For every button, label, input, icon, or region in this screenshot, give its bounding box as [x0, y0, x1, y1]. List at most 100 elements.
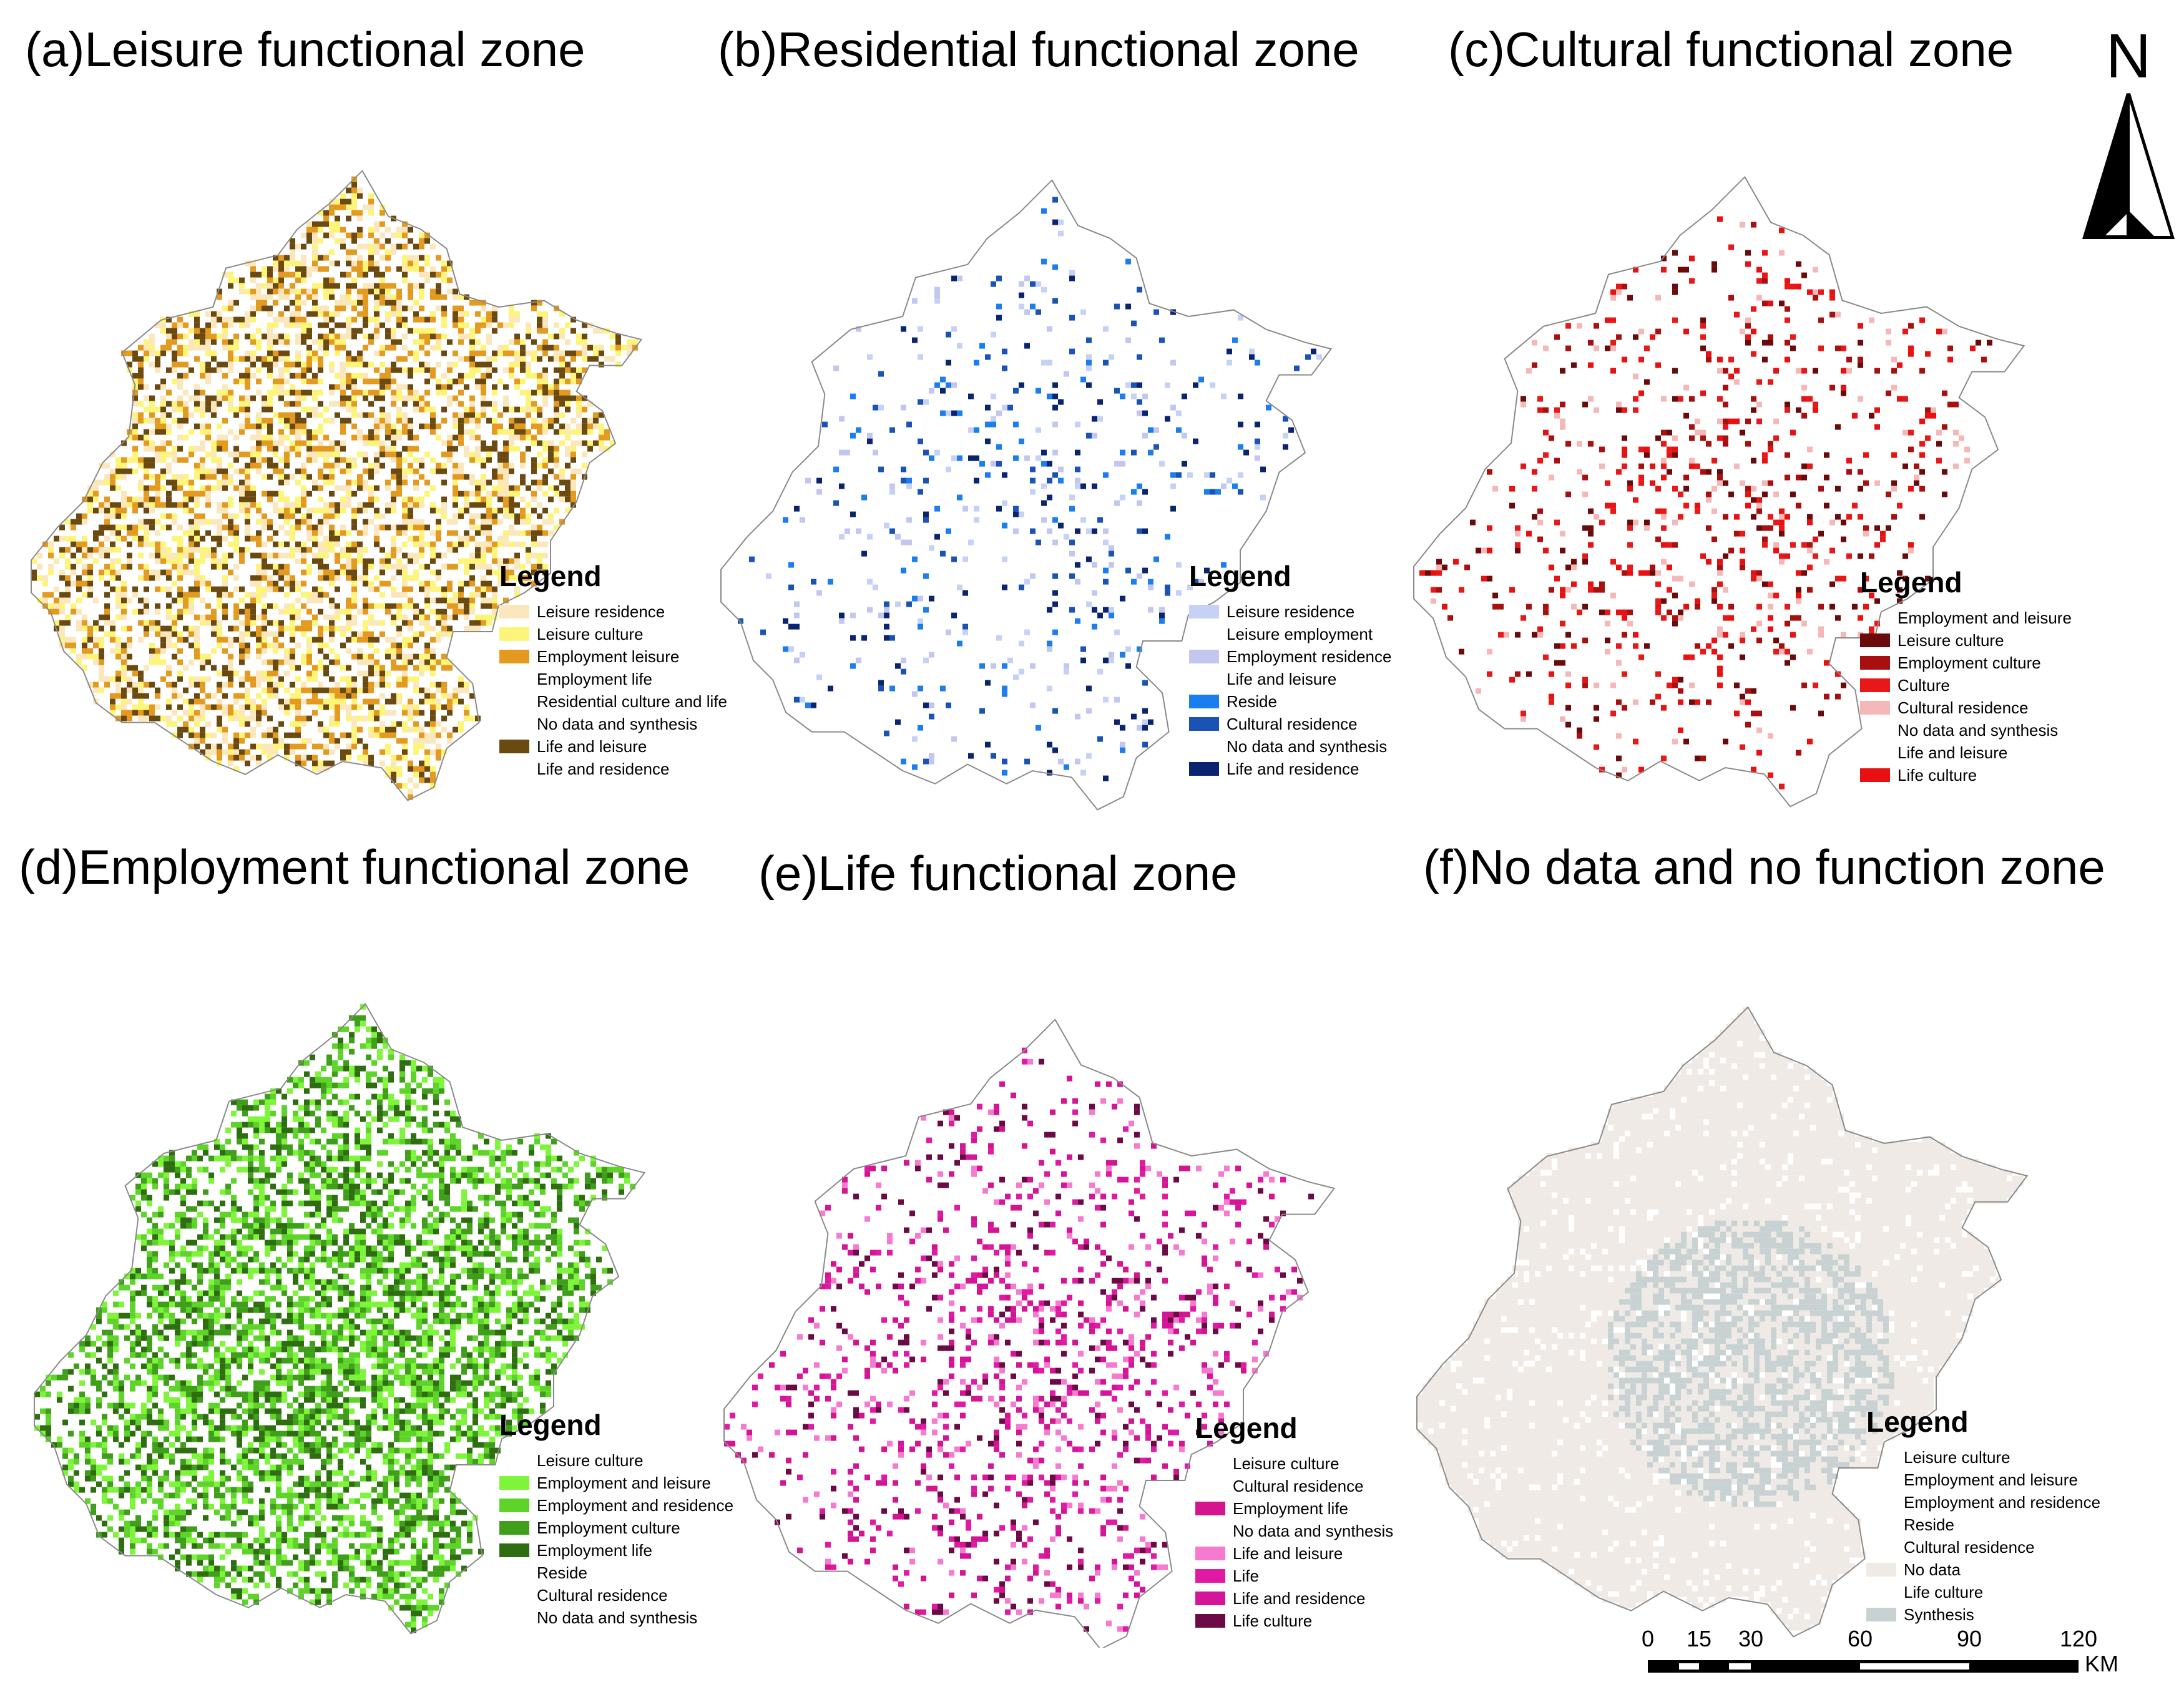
legend-label: Reside: [1227, 692, 1277, 711]
legend-title: Legend: [499, 560, 602, 592]
legend-swatch: [1866, 1563, 1896, 1577]
legend-swatch: [1866, 1540, 1896, 1554]
legend-label: Life and leisure: [1227, 669, 1337, 688]
legend-item: Reside: [499, 1562, 733, 1584]
scale-bar: 0 15 30 60 90 120 KM: [1623, 1626, 2122, 1682]
legend-label: Employment and leisure: [1904, 1470, 2078, 1489]
map-cells: [738, 197, 1322, 781]
scale-unit: KM: [2085, 1651, 2118, 1676]
legend-label: Cultural residence: [537, 1585, 668, 1605]
legend-item: Employment culture: [499, 1517, 733, 1539]
legend-item: Employment and leisure: [1860, 607, 2072, 629]
legend-item: Employment life: [499, 1539, 733, 1562]
scale-tick-label: 0: [1641, 1626, 1655, 1651]
legend-list: Employment and leisure Leisure culture Emp…: [1860, 607, 2072, 786]
beijing-boundary: [720, 178, 1333, 811]
legend-item: Life: [1195, 1565, 1393, 1587]
north-arrow: N: [2079, 25, 2178, 250]
legend-item: Life and leisure: [499, 735, 727, 758]
legend-label: No data and synthesis: [537, 1608, 698, 1627]
legend-label: Life and residence: [537, 759, 670, 778]
legend: Legend Leisure residence Leisure employme…: [1189, 562, 1391, 780]
beijing-boundary: [34, 1002, 646, 1635]
legend-swatch: [1189, 605, 1219, 619]
scale-tick-label: 15: [1686, 1626, 1712, 1651]
legend-label: Life culture: [1898, 765, 1977, 785]
legend-swatch: [499, 1543, 529, 1557]
legend-swatch: [1860, 611, 1890, 625]
legend-item: Leisure culture: [1195, 1452, 1393, 1475]
legend-swatch: [1189, 740, 1219, 753]
legend-item: Reside: [1189, 690, 1391, 713]
legend-item: No data and synthesis: [499, 713, 727, 735]
legend-item: Employment residence: [1189, 645, 1391, 668]
legend-label: Employment and leisure: [537, 1473, 711, 1492]
legend-list: Leisure residence Leisure culture Employme…: [499, 600, 727, 780]
legend-label: Life and leisure: [1233, 1543, 1343, 1563]
legend-swatch: [1195, 1614, 1225, 1628]
scale-tick-label: 90: [1956, 1626, 1982, 1651]
legend-swatch: [1189, 695, 1219, 708]
legend-label: Cultural residence: [1233, 1476, 1364, 1495]
legend-label: Leisure culture: [1898, 630, 2004, 650]
legend-label: Life and leisure: [537, 736, 647, 756]
legend-label: Cultural residence: [1898, 698, 2029, 717]
legend-item: Life and leisure: [1195, 1542, 1393, 1565]
legend-item: Life and residence: [499, 758, 727, 780]
legend-label: Employment and leisure: [1898, 608, 2072, 627]
legend-swatch: [1860, 746, 1890, 760]
legend-item: No data and synthesis: [1189, 735, 1391, 758]
legend-item: Life culture: [1860, 764, 2072, 786]
legend-item: Cultural residence: [1189, 713, 1391, 735]
legend-item: Cultural residence: [1860, 697, 2072, 719]
legend-label: No data and synthesis: [537, 714, 698, 733]
legend-label: Life: [1233, 1566, 1259, 1585]
legend: Legend Leisure culture Cultural residence…: [1195, 1414, 1393, 1632]
legend-label: Culture: [1898, 675, 1950, 695]
legend-list: Leisure culture Employment and leisure Emp…: [499, 1449, 733, 1629]
panel-title: (c)Cultural functional zone: [1448, 22, 2014, 77]
legend-label: Employment culture: [1898, 653, 2041, 672]
legend-label: Employment life: [537, 1540, 652, 1560]
legend: Legend Leisure residence Leisure culture E…: [499, 562, 727, 780]
legend-item: Residential culture and life: [499, 690, 727, 713]
legend-swatch: [499, 695, 529, 708]
legend-label: Life culture: [1233, 1611, 1313, 1630]
legend-label: Life and residence: [1233, 1588, 1366, 1608]
legend-label: Life and residence: [1227, 759, 1359, 778]
panel-title: (f)No data and no function zone: [1423, 839, 2105, 894]
legend-item: Leisure employment: [1189, 623, 1391, 645]
cultural-zone-map: [1413, 175, 2025, 808]
legend-item: Leisure culture: [1866, 1446, 2100, 1469]
legend-item: Employment and leisure: [1866, 1469, 2100, 1491]
panel-leisure-zone: (a)Leisure functional zone Legend Leisur…: [19, 19, 737, 830]
legend-label: Leisure residence: [1227, 602, 1355, 621]
map-cells: [1419, 216, 1992, 790]
legend-item: Life culture: [1195, 1610, 1393, 1632]
legend-title: Legend: [1189, 560, 1291, 592]
legend-swatch: [1866, 1608, 1896, 1621]
beijing-boundary: [723, 1018, 1336, 1648]
map-cells: [724, 1047, 1314, 1632]
legend-swatch: [499, 1521, 529, 1535]
panel-title: (e)Life functional zone: [758, 846, 1238, 901]
legend-item: No data and synthesis: [1195, 1520, 1393, 1542]
legend-swatch: [1195, 1524, 1225, 1538]
legend-label: Leisure culture: [537, 624, 644, 643]
legend-item: No data and synthesis: [1860, 719, 2072, 741]
legend-label: Life culture: [1904, 1582, 1984, 1601]
legend-swatch: [499, 1499, 529, 1512]
legend-swatch: [1189, 627, 1219, 641]
panel-residential-zone: (b)Residential functional zone Legend Le…: [708, 19, 1426, 830]
legend-swatch: [1195, 1592, 1225, 1605]
legend-label: Employment leisure: [537, 647, 680, 666]
north-arrow-icon: [2082, 93, 2175, 239]
legend-label: Employment life: [1233, 1499, 1348, 1518]
residential-zone-map: [720, 178, 1333, 811]
legend-label: Employment culture: [537, 1518, 680, 1537]
legend-swatch: [1195, 1479, 1225, 1493]
legend-label: Residential culture and life: [537, 692, 727, 711]
legend-item: Cultural residence: [1195, 1475, 1393, 1497]
panel-title: (d)Employment functional zone: [19, 839, 690, 894]
legend-swatch: [1860, 723, 1890, 737]
